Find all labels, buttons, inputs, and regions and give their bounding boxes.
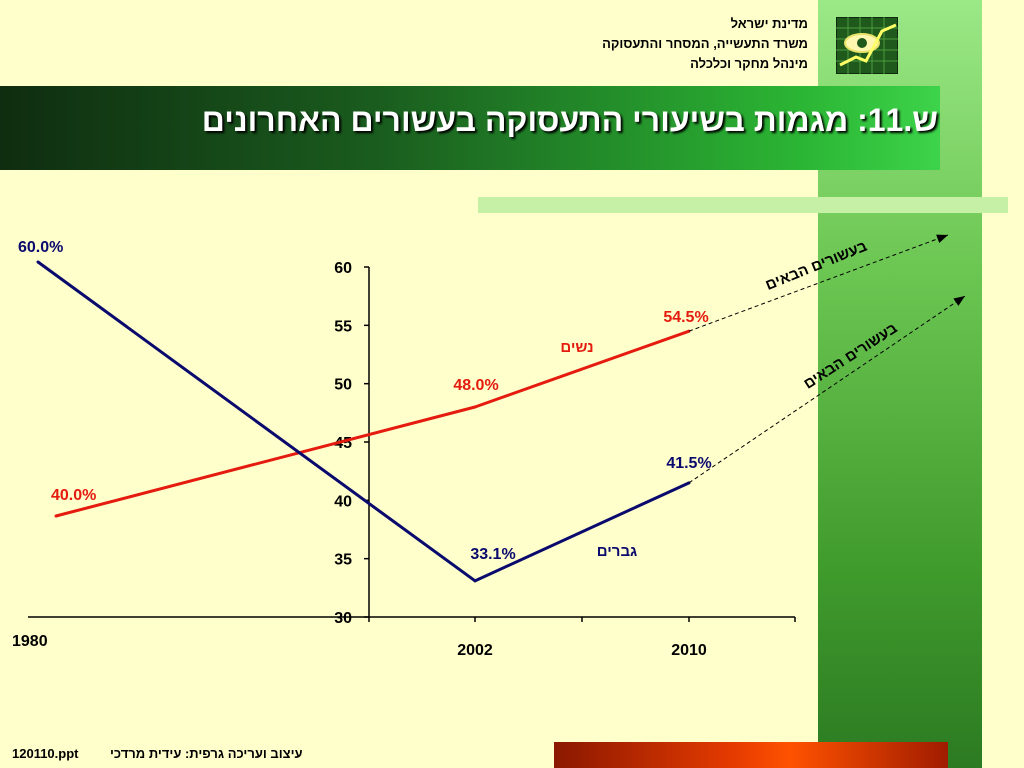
data-label-men-1980: 60.0% <box>18 239 63 256</box>
series-name-women: נשים <box>560 339 593 356</box>
org-line-ministry: משרד התעשייה, המסחר והתעסוקה <box>602 36 808 51</box>
ministry-logo-icon <box>836 17 898 74</box>
y-tick-label-30: 30 <box>334 610 352 627</box>
data-label-women-2010: 54.5% <box>663 309 708 326</box>
x-tick-label-2002: 2002 <box>457 642 493 659</box>
title-bar <box>0 86 940 170</box>
y-tick-label-55: 55 <box>334 318 352 335</box>
x-tick-label-1980: 1980 <box>12 633 48 650</box>
projection-line-women <box>688 234 949 332</box>
projection-label-men: בעשורים הבאים <box>801 319 901 392</box>
data-point-men-1980 <box>36 260 40 264</box>
y-tick-label-35: 35 <box>334 552 352 569</box>
projection-label-women: בעשורים הבאים <box>763 238 870 294</box>
y-tick-label-60: 60 <box>334 260 352 277</box>
page-title: ש.11: מגמות בשיעורי התעסוקה בעשורים האחר… <box>201 102 938 138</box>
data-label-men-2002: 33.1% <box>470 546 515 563</box>
y-tick-label-50: 50 <box>334 377 352 394</box>
data-label-women-2002: 48.0% <box>453 377 498 394</box>
projection-line-men <box>688 295 966 484</box>
projection-arrowhead-women <box>936 234 948 244</box>
org-block: מדינת ישראל משרד התעשייה, המסחר והתעסוקה… <box>602 14 808 74</box>
series-line-men <box>37 260 690 583</box>
projection-arrowhead-men <box>953 296 965 306</box>
series-line-women <box>55 329 690 518</box>
footer-file-name: 120110.ppt <box>12 746 79 761</box>
x-tick-label-2010: 2010 <box>671 642 707 659</box>
data-point-men-2002 <box>473 579 477 583</box>
data-point-women-2002 <box>473 405 477 409</box>
data-point-women-1980 <box>54 514 58 518</box>
accent-bar <box>478 197 1008 213</box>
data-label-women-1980: 40.0% <box>51 487 96 504</box>
y-tick-label-40: 40 <box>334 493 352 510</box>
footer-bar <box>554 742 948 768</box>
footer-credit: עיצוב ועריכה גרפית: עידית מרדכי <box>110 746 303 761</box>
org-line-division: מינהל מחקר וכלכלה <box>690 56 808 71</box>
org-line-state: מדינת ישראל <box>730 16 808 31</box>
data-label-men-2010: 41.5% <box>666 455 711 472</box>
series-name-men: גברים <box>597 543 637 560</box>
